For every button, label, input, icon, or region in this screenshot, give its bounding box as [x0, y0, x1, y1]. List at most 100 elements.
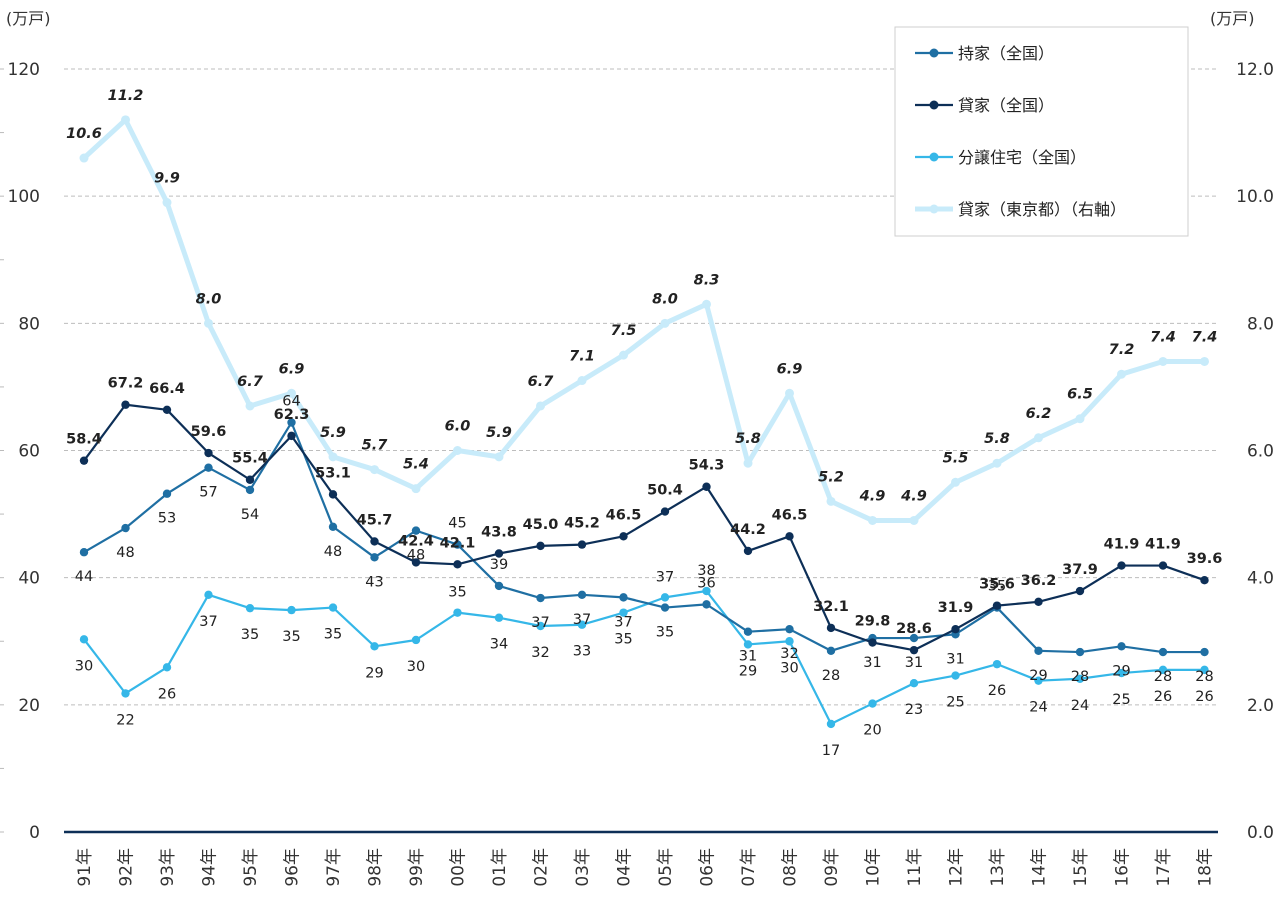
data-label-rental: 32.1	[813, 599, 849, 615]
data-label-tokyo: 8.0	[196, 291, 222, 307]
data-label-condo: 37	[199, 614, 217, 630]
data-point-rental	[1034, 597, 1043, 607]
data-point-condo	[79, 635, 89, 644]
data-label-condo: 22	[116, 712, 134, 728]
data-point-condo	[1200, 665, 1209, 675]
data-point-rental	[328, 490, 338, 499]
data-point-tokyo	[121, 115, 130, 125]
data-point-condo	[1075, 674, 1085, 683]
data-label-rental: 35.6	[979, 577, 1015, 593]
data-point-rental	[909, 645, 919, 655]
data-label-condo: 33	[573, 644, 591, 660]
data-point-rental	[411, 558, 421, 567]
data-point-owned	[287, 418, 296, 427]
data-point-condo	[743, 640, 753, 649]
x-tick-label: 18年	[1196, 848, 1216, 887]
data-label-owned: 48	[116, 545, 134, 561]
data-point-rental	[245, 475, 255, 484]
data-label-owned: 64	[282, 394, 300, 410]
legend-label: 貸家（東京都）（右軸）	[958, 200, 1126, 219]
data-point-condo	[245, 603, 255, 613]
data-label-condo: 25	[1112, 692, 1130, 708]
data-label-rental: 54.3	[689, 458, 725, 474]
data-label-condo: 24	[1071, 698, 1089, 714]
data-point-condo	[1158, 665, 1168, 675]
right-axis-unit: (万戸)	[1210, 9, 1255, 28]
data-label-rental: 59.6	[191, 424, 227, 440]
x-tick-label: 01年	[490, 848, 510, 887]
data-point-rental	[992, 601, 1002, 610]
data-label-rental: 66.4	[149, 381, 185, 397]
data-point-rental	[1200, 576, 1209, 585]
data-point-tokyo	[1158, 356, 1168, 366]
data-label-owned: 29	[1029, 668, 1047, 684]
data-label-rental: 45.7	[357, 512, 393, 528]
data-point-tokyo	[743, 458, 753, 468]
left-tick-label: 100	[8, 187, 40, 207]
data-label-tokyo: 7.2	[1109, 342, 1135, 358]
data-point-owned	[494, 581, 504, 591]
data-label-condo: 26	[158, 686, 176, 702]
data-point-condo	[577, 620, 587, 629]
data-point-condo	[992, 659, 1002, 669]
data-label-owned: 37	[573, 612, 591, 628]
data-label-tokyo: 8.3	[694, 272, 720, 288]
data-point-tokyo	[1075, 414, 1085, 424]
left-tick-label: 40	[18, 569, 40, 589]
data-point-condo	[660, 593, 670, 602]
data-label-tokyo: 5.8	[984, 431, 1010, 447]
data-label-tokyo: 6.9	[777, 361, 803, 377]
data-label-tokyo: 5.8	[735, 431, 761, 447]
x-tick-label: 94年	[200, 848, 220, 887]
data-label-rental: 45.0	[523, 517, 559, 533]
data-label-owned: 28	[1154, 669, 1172, 685]
data-label-tokyo: 7.1	[569, 349, 595, 365]
data-label-condo: 38	[697, 563, 715, 579]
data-label-condo: 30	[407, 659, 425, 675]
data-point-tokyo	[826, 496, 836, 506]
series-line-condo	[83, 589, 1205, 726]
x-tick-label: 97年	[324, 848, 344, 887]
data-label-condo: 17	[822, 743, 840, 759]
data-point-rental	[287, 431, 296, 441]
data-point-tokyo	[162, 198, 172, 208]
legend: 持家（全国） 貸家（全国） 分譲住宅（全国） 貸家（東京都）（右軸）	[894, 26, 1189, 237]
data-label-rental: 29.8	[855, 614, 891, 630]
data-label-condo: 37	[656, 569, 674, 585]
data-point-owned	[162, 489, 172, 498]
x-tick-label: 02年	[532, 848, 552, 887]
data-label-rental: 53.1	[315, 465, 351, 481]
data-point-condo	[1034, 676, 1043, 685]
data-label-condo: 23	[905, 702, 923, 718]
data-point-owned	[328, 522, 338, 531]
data-point-owned	[660, 603, 670, 612]
data-point-tokyo	[536, 401, 545, 411]
data-point-owned	[1075, 647, 1085, 657]
legend-label: 貸家（全国）	[958, 96, 1054, 115]
data-point-tokyo	[1034, 433, 1043, 443]
data-label-condo: 32	[531, 645, 549, 661]
data-label-rental: 45.2	[564, 516, 600, 532]
data-point-condo	[951, 671, 960, 680]
data-label-condo: 35	[448, 585, 466, 601]
right-tick-label: 6.0	[1247, 442, 1274, 462]
right-tick-label: 0.0	[1247, 823, 1274, 843]
data-point-tokyo	[785, 388, 794, 398]
data-label-owned: 45	[448, 516, 466, 532]
legend-label: 持家（全国）	[958, 44, 1054, 63]
data-point-condo	[121, 689, 130, 698]
legend-swatch-marker	[929, 100, 939, 110]
data-point-owned	[785, 624, 794, 634]
data-label-owned: 57	[199, 485, 217, 501]
data-label-condo: 30	[75, 658, 93, 674]
right-axis: (万戸) 0.0 2.0 4.0 6.0 8.0 10.0 12.0	[1210, 9, 1274, 843]
data-point-condo	[826, 719, 836, 729]
data-point-tokyo	[245, 401, 255, 411]
data-point-condo	[785, 637, 794, 646]
data-label-tokyo: 11.2	[108, 88, 144, 104]
data-label-tokyo: 7.4	[1150, 329, 1176, 345]
data-label-owned: 29	[1112, 663, 1130, 679]
data-labels: 44 48 53 57 54 64 48 43 48 45 39 37 37 37 35 36 31 32 28 31…	[66, 88, 1222, 759]
data-label-rental: 55.4	[232, 451, 268, 467]
data-label-rental: 28.6	[896, 621, 932, 637]
